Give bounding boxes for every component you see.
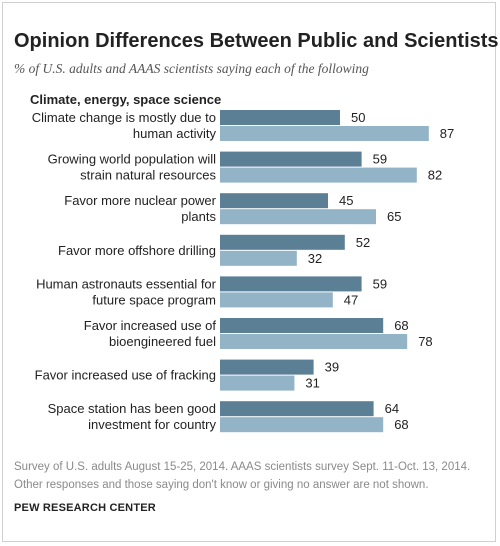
chart-frame xyxy=(2,2,496,542)
data-label: 31 xyxy=(305,376,319,391)
data-label: 64 xyxy=(385,401,399,416)
data-label: 59 xyxy=(373,152,387,167)
data-label: 52 xyxy=(356,235,370,250)
bar xyxy=(220,417,384,433)
bar xyxy=(220,167,417,183)
chart-title: Opinion Differences Between Public and S… xyxy=(14,30,499,52)
bar xyxy=(220,292,333,308)
data-label: 32 xyxy=(308,251,322,266)
data-label: 87 xyxy=(440,126,454,141)
bar xyxy=(220,126,429,141)
source-credit: PEW RESEARCH CENTER xyxy=(14,502,156,514)
category-label: Human astronauts essential for xyxy=(36,276,217,291)
data-label: 68 xyxy=(394,318,408,333)
category-label: investment for country xyxy=(88,417,216,432)
data-label: 45 xyxy=(339,193,353,208)
category-label: Climate change is mostly due to xyxy=(32,110,216,125)
data-label: 78 xyxy=(418,334,432,349)
category-label: Favor more nuclear power xyxy=(64,193,216,208)
bar xyxy=(220,250,297,266)
bar xyxy=(220,334,408,349)
category-label: plants xyxy=(181,209,216,224)
data-label: 50 xyxy=(351,110,365,125)
bar-group: Favor more offshore drilling 52 32 xyxy=(58,234,370,266)
category-label: Space station has been good xyxy=(48,401,216,416)
category-label: bioengineered fuel xyxy=(109,334,216,349)
chart-subtitle: % of U.S. adults and AAAS scientists say… xyxy=(14,61,369,76)
category-label: human activity xyxy=(133,126,217,141)
category-label: strain natural resources xyxy=(80,168,216,183)
footnote-line-2: Other responses and those saying don't k… xyxy=(14,479,429,491)
bar xyxy=(220,375,295,391)
data-label: 68 xyxy=(394,417,408,432)
category-label: Growing world population will xyxy=(48,152,216,167)
bar xyxy=(220,110,340,125)
section-label: Climate, energy, space science xyxy=(30,92,222,107)
category-label: Favor increased use of xyxy=(84,318,217,333)
bar xyxy=(220,359,314,375)
bar xyxy=(220,318,384,333)
bar xyxy=(220,234,345,250)
data-label: 59 xyxy=(373,276,387,291)
bar xyxy=(220,276,362,292)
footnote-line-1: Survey of U.S. adults August 15-25, 2014… xyxy=(14,461,471,473)
data-label: 82 xyxy=(428,168,442,183)
bar xyxy=(220,401,374,417)
category-label: Favor increased use of fracking xyxy=(35,368,216,383)
bar xyxy=(220,151,362,167)
data-label: 65 xyxy=(387,209,401,224)
bar xyxy=(220,193,328,209)
bar xyxy=(220,209,376,225)
category-label: Favor more offshore drilling xyxy=(58,243,216,258)
data-label: 47 xyxy=(344,292,358,307)
category-label: future space program xyxy=(92,292,216,307)
bar-group: Favor increased use of fracking 39 31 xyxy=(35,359,339,391)
data-label: 39 xyxy=(325,360,339,375)
